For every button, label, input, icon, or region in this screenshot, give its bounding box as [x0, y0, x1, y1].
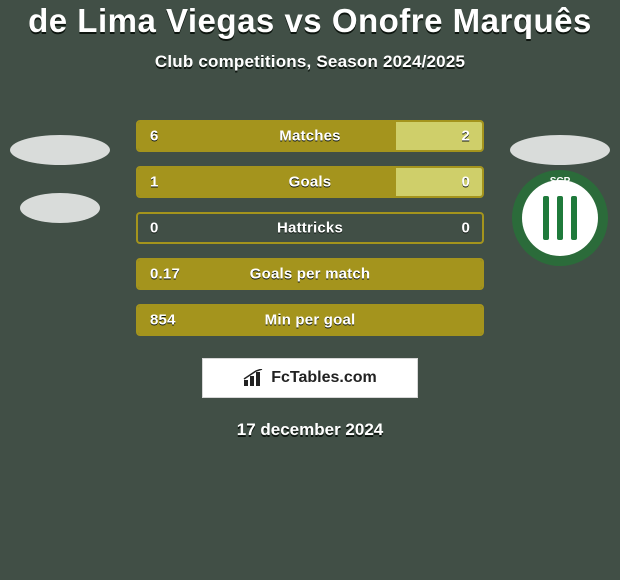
- placeholder-icon: [10, 135, 110, 165]
- stat-label: Min per goal: [138, 312, 482, 329]
- branding-text: FcTables.com: [271, 369, 377, 387]
- page-title: de Lima Viegas vs Onofre Marquês: [0, 2, 620, 40]
- date-label: 17 december 2024: [0, 420, 620, 440]
- stats-container: 6Matches21Goals00Hattricks00.17Goals per…: [136, 120, 484, 336]
- club-right-badge: SCP: [510, 168, 610, 268]
- stat-right-value: 0: [461, 220, 470, 237]
- stat-label: Hattricks: [138, 220, 482, 237]
- stat-row: 1Goals0: [136, 166, 484, 198]
- stat-row: 0.17Goals per match: [136, 258, 484, 290]
- club-left-badge: [20, 168, 100, 248]
- placeholder-icon: [20, 193, 100, 223]
- stat-label: Goals: [138, 174, 482, 191]
- stat-right-value: 2: [461, 128, 470, 145]
- stat-label: Goals per match: [138, 266, 482, 283]
- stat-right-value: 0: [461, 174, 470, 191]
- branding-box: FcTables.com: [202, 358, 418, 398]
- content-wrapper: de Lima Viegas vs Onofre Marquês Club co…: [0, 0, 620, 580]
- page-subtitle: Club competitions, Season 2024/2025: [0, 52, 620, 72]
- stat-label: Matches: [138, 128, 482, 145]
- svg-text:SCP: SCP: [550, 176, 571, 187]
- scp-badge-icon: SCP: [510, 168, 610, 268]
- bars-icon: [243, 369, 265, 387]
- stat-row: 0Hattricks0: [136, 212, 484, 244]
- stat-row: 854Min per goal: [136, 304, 484, 336]
- placeholder-icon: [510, 135, 610, 165]
- stat-row: 6Matches2: [136, 120, 484, 152]
